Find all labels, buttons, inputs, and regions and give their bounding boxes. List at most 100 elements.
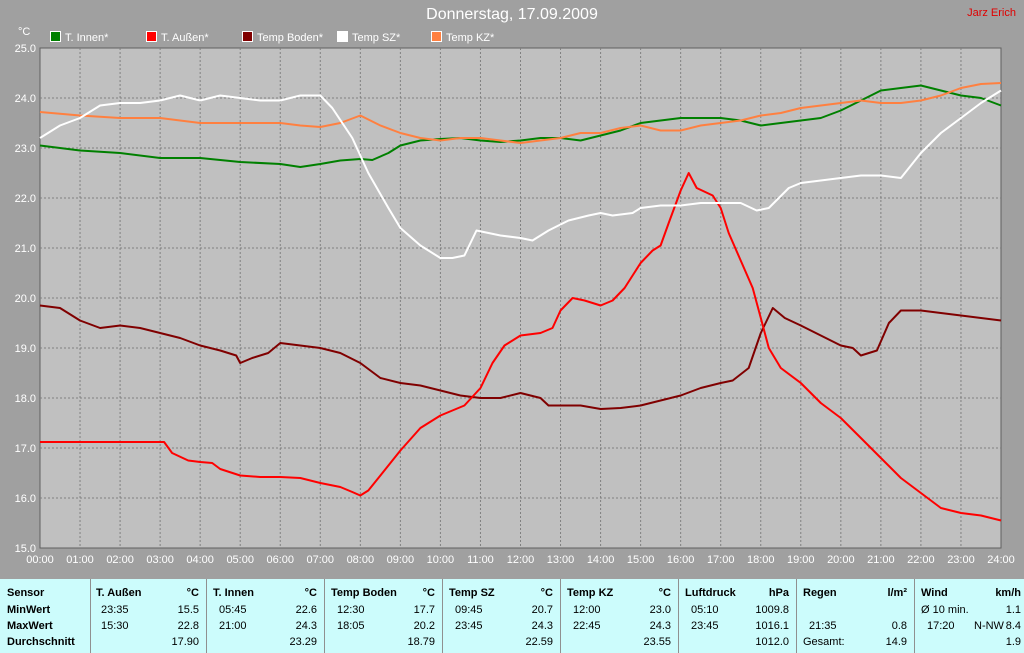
chart: 15.0 16.0 17.0 18.0 19.0 20.0 21.0 22.0 23.0 24.0… bbox=[15, 43, 1015, 566]
col-name: Regen bbox=[803, 587, 837, 599]
col-unit: °C bbox=[186, 587, 199, 599]
sensor-label: Sensor bbox=[7, 587, 45, 599]
x-tick-label: 17:00 bbox=[707, 554, 735, 566]
col-name: Wind bbox=[921, 587, 948, 599]
col-unit: l/m² bbox=[887, 587, 907, 599]
summary-col-regen: Regen l/m² 21:35 0.8 Gesamt: 14.9 bbox=[796, 579, 914, 653]
col-unit: °C bbox=[422, 587, 435, 599]
min-value: 1009.8 bbox=[755, 604, 789, 616]
col-unit: °C bbox=[540, 587, 553, 599]
col-name: Temp SZ bbox=[449, 587, 495, 599]
max-value: 1016.1 bbox=[755, 620, 789, 632]
legend-swatch bbox=[242, 31, 253, 42]
max-time: 22:45 bbox=[573, 620, 601, 632]
y-tick-label: 19.0 bbox=[15, 343, 36, 355]
x-axis: 00:00 01:00 02:00 03:00 04:00 05:00 06:00 07:00… bbox=[26, 554, 1015, 566]
col-name: Temp KZ bbox=[567, 587, 614, 599]
series-line-t-au-en bbox=[40, 172, 1002, 522]
maxwert-label: MaxWert bbox=[7, 620, 53, 632]
chart-title: Donnerstag, 17.09.2009 bbox=[426, 6, 598, 23]
x-tick-label: 08:00 bbox=[347, 554, 375, 566]
wind-max-time: 17:20 bbox=[927, 620, 955, 632]
legend-label: Temp SZ* bbox=[352, 32, 401, 44]
legend-item-t-innen: T. Innen* bbox=[50, 31, 108, 45]
legend-swatch bbox=[50, 31, 61, 42]
x-tick-label: 07:00 bbox=[307, 554, 335, 566]
y-tick-label: 20.0 bbox=[15, 293, 36, 305]
x-tick-label: 20:00 bbox=[827, 554, 855, 566]
min-value: 15.5 bbox=[177, 604, 199, 616]
grid bbox=[40, 48, 1001, 548]
col-unit: hPa bbox=[768, 587, 789, 599]
max-value: 20.2 bbox=[413, 620, 435, 632]
min-time: 23:35 bbox=[101, 604, 129, 616]
y-tick-label: 16.0 bbox=[15, 493, 36, 505]
legend-label: Temp Boden* bbox=[257, 32, 324, 44]
wind-avg-value: 1.1 bbox=[1005, 604, 1021, 616]
x-tick-label: 13:00 bbox=[547, 554, 575, 566]
col-name: T. Außen bbox=[96, 587, 142, 599]
legend-item-temp-sz: Temp SZ* bbox=[337, 31, 400, 45]
minwert-label: MinWert bbox=[7, 604, 51, 616]
x-tick-label: 11:00 bbox=[467, 554, 494, 566]
y-tick-label: 21.0 bbox=[15, 243, 36, 255]
regen-total-label: Gesamt: bbox=[803, 636, 845, 648]
min-value: 17.7 bbox=[413, 604, 435, 616]
y-unit-label: °C bbox=[18, 26, 31, 38]
min-time: 05:10 bbox=[691, 604, 719, 616]
max-time: 21:00 bbox=[219, 620, 247, 632]
regen-time: 21:35 bbox=[809, 620, 837, 632]
avg-value: 1012.0 bbox=[755, 636, 789, 648]
avg-value: 17.90 bbox=[171, 636, 199, 648]
x-tick-label: 19:00 bbox=[787, 554, 815, 566]
author-label: Jarz Erich bbox=[967, 7, 1016, 19]
regen-total-value: 14.9 bbox=[885, 636, 907, 648]
y-tick-label: 17.0 bbox=[15, 443, 36, 455]
legend-label: Temp KZ* bbox=[446, 32, 495, 44]
x-tick-label: 14:00 bbox=[587, 554, 615, 566]
legend-swatch bbox=[337, 31, 348, 42]
y-tick-label: 18.0 bbox=[15, 393, 36, 405]
legend-swatch bbox=[146, 31, 157, 42]
min-value: 22.6 bbox=[295, 604, 317, 616]
max-value: 22.8 bbox=[177, 620, 199, 632]
avg-value: 23.29 bbox=[289, 636, 317, 648]
min-time: 05:45 bbox=[219, 604, 247, 616]
y-tick-label: 23.0 bbox=[15, 143, 36, 155]
avg-value: 18.79 bbox=[407, 636, 435, 648]
min-value: 20.7 bbox=[531, 604, 553, 616]
legend-item-temp-kz: Temp KZ* bbox=[431, 31, 494, 45]
summary-col-luftdruck: Luftdruck hPa 05:10 1009.8 23:45 1016.1 … bbox=[678, 579, 796, 653]
min-time: 09:45 bbox=[455, 604, 483, 616]
max-time: 23:45 bbox=[691, 620, 719, 632]
summary-col-temp-sz: Temp SZ °C 09:45 20.7 23:45 24.3 22.59 bbox=[442, 579, 560, 653]
col-name: T. Innen bbox=[213, 587, 254, 599]
x-tick-label: 10:00 bbox=[427, 554, 455, 566]
summary-col-temp-boden: Temp Boden °C 12:30 17.7 18:05 20.2 18.7… bbox=[324, 579, 442, 653]
x-tick-label: 06:00 bbox=[266, 554, 294, 566]
x-tick-label: 22:00 bbox=[907, 554, 935, 566]
summary-row-labels: Sensor MinWert MaxWert Durchschnitt bbox=[0, 579, 90, 653]
x-tick-label: 21:00 bbox=[867, 554, 895, 566]
x-tick-label: 09:00 bbox=[387, 554, 415, 566]
avg-value: 23.55 bbox=[643, 636, 671, 648]
avg-value: 22.59 bbox=[525, 636, 553, 648]
y-tick-label: 25.0 bbox=[15, 43, 36, 55]
x-tick-label: 16:00 bbox=[667, 554, 695, 566]
summary-col-t-innen: T. Innen °C 05:45 22.6 21:00 24.3 23.29 bbox=[206, 579, 324, 653]
series-line-t-innen bbox=[39, 84, 1002, 168]
x-tick-label: 24:00 bbox=[987, 554, 1015, 566]
wind-avg-label: Ø 10 min. bbox=[921, 604, 969, 616]
max-value: 24.3 bbox=[531, 620, 553, 632]
min-time: 12:00 bbox=[573, 604, 601, 616]
series-line-temp-kz bbox=[39, 82, 1002, 144]
wind-max-dir: N-NW bbox=[974, 620, 1004, 632]
x-tick-label: 04:00 bbox=[186, 554, 214, 566]
max-time: 18:05 bbox=[337, 620, 365, 632]
col-name: Temp Boden bbox=[331, 587, 397, 599]
max-time: 15:30 bbox=[101, 620, 129, 632]
max-time: 23:45 bbox=[455, 620, 483, 632]
wind-max-value: 8.4 bbox=[1005, 620, 1021, 632]
summary-col-wind: Wind km/h Ø 10 min. 1.1 17:20 N-NW 8.4 1… bbox=[914, 579, 1024, 653]
x-tick-label: 02:00 bbox=[106, 554, 134, 566]
